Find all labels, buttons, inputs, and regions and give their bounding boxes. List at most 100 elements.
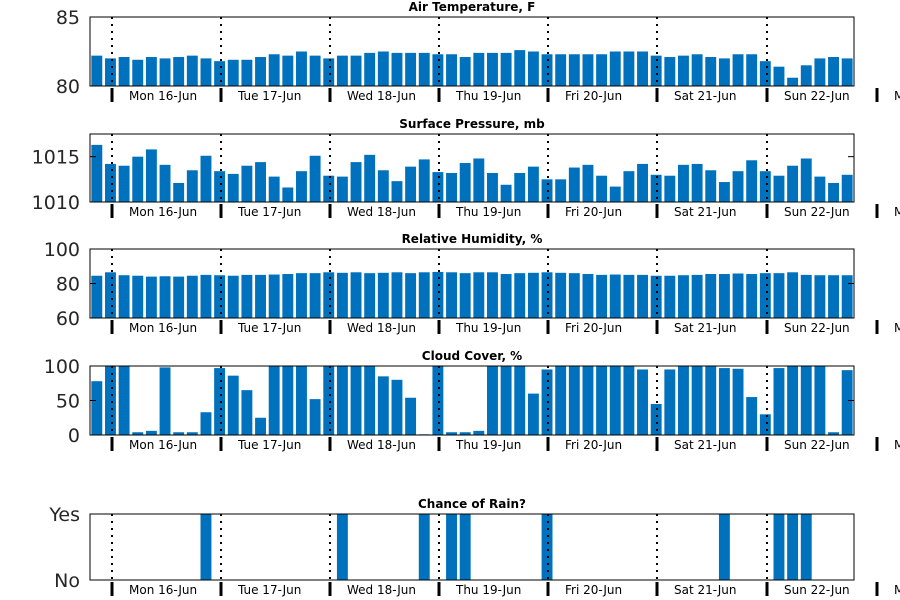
bar — [391, 52, 403, 86]
x-tick-mark — [219, 582, 223, 596]
bar — [773, 273, 785, 318]
x-tick-mark — [219, 88, 223, 102]
bar — [268, 54, 280, 86]
bar — [227, 59, 239, 86]
bar — [255, 417, 266, 435]
bar — [787, 366, 799, 435]
y-tick-label: 60 — [56, 308, 80, 330]
x-tick-label: Sun 22-Jun — [784, 321, 850, 335]
bar — [664, 57, 676, 86]
bar — [173, 57, 185, 86]
x-tick-mark — [765, 88, 769, 102]
bar — [214, 171, 226, 202]
bar — [118, 275, 130, 318]
chart-panel-5: No Yes Mon 16-Jun Tue 17-Jun Wed 18-Jun Thu 1… — [48, 497, 900, 597]
bar — [282, 187, 294, 202]
bar — [446, 54, 457, 86]
bar — [241, 274, 253, 319]
bar — [282, 55, 294, 86]
bar — [596, 54, 608, 86]
bar — [828, 182, 839, 202]
bar — [527, 51, 539, 86]
y-tick-label: Yes — [48, 504, 80, 526]
bar — [173, 276, 185, 318]
chart-panel-4: 0 50 100 Mon 16-Jun Tue 17-Jun Wed 18-Jun Thu … — [44, 349, 900, 452]
x-tick-label: Mon 16-Jun — [129, 205, 197, 219]
x-tick-label: Tue 17-Jun — [237, 89, 301, 103]
x-tick-mark — [437, 204, 441, 218]
bar — [391, 272, 403, 318]
x-tick-mark — [110, 204, 114, 218]
bar — [405, 166, 417, 202]
panel-title: Surface Pressure, mb — [399, 117, 545, 131]
bar — [732, 54, 744, 86]
bar — [200, 514, 212, 580]
bar — [555, 54, 567, 86]
bar — [814, 58, 826, 86]
bar — [527, 166, 539, 202]
x-tick-label: Wed 18-Jun — [347, 89, 416, 103]
bar — [691, 54, 703, 86]
bar — [773, 66, 785, 86]
bar — [159, 367, 171, 435]
panel-title: Chance of Rain? — [418, 497, 526, 511]
x-tick-label: Sun 22-Jun — [784, 89, 850, 103]
bar — [91, 144, 103, 202]
bar — [609, 274, 621, 318]
bar — [432, 54, 444, 86]
y-tick-label: 1015 — [32, 147, 80, 169]
bar — [118, 57, 130, 86]
bar — [568, 54, 580, 86]
bar — [650, 403, 662, 435]
x-tick-mark — [655, 437, 659, 451]
bar — [159, 58, 171, 86]
bar — [432, 271, 444, 318]
bar — [241, 165, 253, 202]
bar — [500, 184, 512, 202]
bar — [159, 276, 171, 318]
bar — [364, 366, 376, 435]
bar — [814, 366, 826, 435]
x-tick-label: Wed 18-Jun — [347, 205, 416, 219]
bar — [623, 274, 635, 319]
bar — [678, 55, 689, 86]
bar — [173, 182, 185, 202]
bar — [105, 58, 116, 86]
bar — [759, 171, 771, 202]
bar — [473, 272, 485, 318]
x-tick-mark — [875, 320, 879, 334]
bar — [446, 172, 457, 202]
x-tick-mark — [437, 320, 441, 334]
bar — [91, 55, 103, 86]
y-tick-label: 50 — [56, 391, 80, 413]
bar — [473, 430, 485, 435]
chart-panel-2: 1010 1015 Mon 16-Jun Tue 17-Jun Wed 18-Jun Th… — [32, 117, 900, 219]
bar — [650, 275, 662, 318]
bar — [296, 273, 307, 318]
x-tick-label: Thu 19-Jun — [455, 89, 521, 103]
bar — [718, 368, 730, 435]
chart-panel-3: 60 80 100 Mon 16-Jun Tue 17-Jun Wed 18-Jun Thu… — [44, 232, 900, 335]
bar — [391, 181, 403, 202]
x-tick-label: Sat 21-Jun — [674, 205, 737, 219]
bar — [118, 366, 130, 435]
bar — [418, 514, 430, 580]
bar — [200, 412, 212, 435]
x-tick-label: Sat 21-Jun — [674, 321, 737, 335]
bar — [746, 160, 758, 202]
bar — [718, 182, 730, 202]
bar — [214, 275, 226, 318]
bar — [282, 366, 294, 435]
x-tick-label: Sun 22-Jun — [784, 438, 850, 452]
bar — [555, 272, 567, 318]
y-tick-label: 0 — [68, 425, 80, 447]
bar — [132, 156, 144, 202]
x-tick-label: Sun 22-Jun — [784, 205, 850, 219]
bar — [282, 274, 294, 318]
bar — [732, 273, 744, 318]
bar — [173, 432, 185, 435]
bar — [487, 172, 498, 202]
bar — [746, 397, 758, 435]
bar — [637, 274, 648, 319]
